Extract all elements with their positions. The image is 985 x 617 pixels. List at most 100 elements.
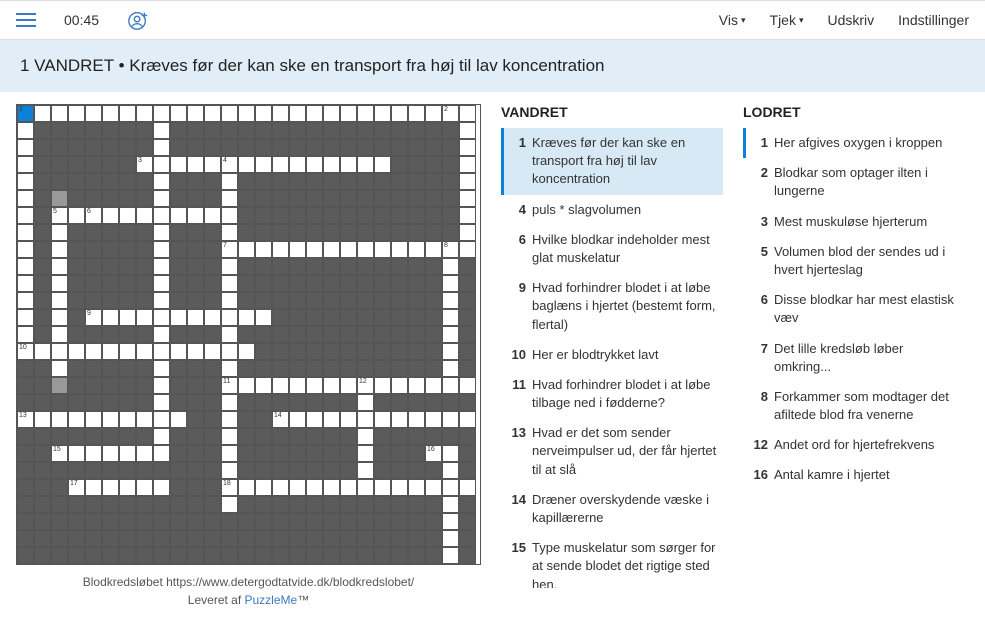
grid-cell[interactable] (272, 241, 289, 258)
grid-cell[interactable] (51, 275, 68, 292)
clue-item[interactable]: 11Hvad forhindrer blodet i at løbe tilba… (501, 370, 723, 418)
grid-cell[interactable]: 17 (68, 479, 85, 496)
grid-cell[interactable] (51, 292, 68, 309)
clue-item[interactable]: 16Antal kamre i hjertet (743, 460, 969, 490)
grid-cell[interactable] (272, 377, 289, 394)
grid-cell[interactable] (391, 377, 408, 394)
grid-cell[interactable] (391, 411, 408, 428)
grid-cell[interactable] (289, 105, 306, 122)
grid-cell[interactable] (459, 241, 476, 258)
grid-cell[interactable] (102, 105, 119, 122)
grid-cell[interactable] (408, 105, 425, 122)
clue-item[interactable]: 5Volumen blod der sendes ud i hvert hjer… (743, 237, 969, 285)
grid-cell[interactable] (204, 343, 221, 360)
grid-cell[interactable] (357, 394, 374, 411)
grid-cell[interactable] (102, 343, 119, 360)
grid-cell[interactable]: 2 (442, 105, 459, 122)
grid-cell[interactable] (136, 105, 153, 122)
grid-cell[interactable]: 14 (272, 411, 289, 428)
clue-item[interactable]: 12Andet ord for hjertefrekvens (743, 430, 969, 460)
grid-cell[interactable]: 16 (425, 445, 442, 462)
grid-cell[interactable]: 4 (221, 156, 238, 173)
grid-cell[interactable] (153, 190, 170, 207)
grid-cell[interactable] (204, 309, 221, 326)
grid-cell[interactable] (153, 326, 170, 343)
grid-cell[interactable] (442, 309, 459, 326)
grid-cell[interactable] (119, 105, 136, 122)
grid-cell[interactable] (153, 394, 170, 411)
grid-cell[interactable] (68, 105, 85, 122)
grid-cell[interactable] (170, 207, 187, 224)
grid-cell[interactable]: 6 (85, 207, 102, 224)
grid-cell[interactable] (102, 411, 119, 428)
grid-cell[interactable] (306, 241, 323, 258)
grid-cell[interactable] (17, 224, 34, 241)
grid-cell[interactable] (459, 207, 476, 224)
grid-cell[interactable] (136, 479, 153, 496)
grid-cell[interactable] (459, 190, 476, 207)
grid-cell[interactable] (357, 445, 374, 462)
menu-vis[interactable]: Vis▾ (719, 12, 746, 28)
grid-cell[interactable]: 10 (17, 343, 34, 360)
grid-cell[interactable] (391, 241, 408, 258)
grid-cell[interactable] (255, 377, 272, 394)
grid-cell[interactable] (187, 207, 204, 224)
grid-cell[interactable] (323, 156, 340, 173)
grid-cell[interactable]: 1 (17, 105, 34, 122)
grid-cell[interactable] (221, 275, 238, 292)
grid-cell[interactable] (34, 411, 51, 428)
grid-cell[interactable] (153, 479, 170, 496)
grid-cell[interactable] (170, 411, 187, 428)
grid-cell[interactable] (204, 207, 221, 224)
clue-item[interactable]: 6Hvilke blodkar indeholder mest glat mus… (501, 225, 723, 273)
grid-cell[interactable] (51, 343, 68, 360)
grid-cell[interactable] (119, 309, 136, 326)
grid-cell[interactable]: 15 (51, 445, 68, 462)
grid-cell[interactable] (442, 292, 459, 309)
grid-cell[interactable]: 12 (357, 377, 374, 394)
grid-cell[interactable]: 3 (136, 156, 153, 173)
grid-cell[interactable] (153, 241, 170, 258)
menu-icon[interactable] (16, 13, 36, 27)
grid-cell[interactable]: 7 (221, 241, 238, 258)
grid-cell[interactable] (119, 445, 136, 462)
grid-cell[interactable] (391, 105, 408, 122)
grid-cell[interactable] (272, 105, 289, 122)
grid-cell[interactable] (408, 241, 425, 258)
grid-cell[interactable] (68, 207, 85, 224)
clue-item[interactable]: 4puls * slagvolumen (501, 195, 723, 225)
grid-cell[interactable] (85, 105, 102, 122)
grid-cell[interactable] (306, 105, 323, 122)
grid-cell[interactable] (85, 479, 102, 496)
grid-cell[interactable] (255, 309, 272, 326)
clue-item[interactable]: 3Mest muskuløse hjerterum (743, 207, 969, 237)
grid-cell[interactable] (153, 428, 170, 445)
grid-cell[interactable] (289, 479, 306, 496)
grid-cell[interactable] (340, 105, 357, 122)
grid-cell[interactable]: 5 (51, 207, 68, 224)
grid-cell[interactable] (17, 326, 34, 343)
grid-cell[interactable] (425, 241, 442, 258)
grid-cell[interactable] (136, 445, 153, 462)
grid-cell[interactable] (187, 105, 204, 122)
grid-cell[interactable] (306, 479, 323, 496)
grid-cell[interactable] (17, 156, 34, 173)
grid-cell[interactable] (136, 309, 153, 326)
grid-cell[interactable] (238, 241, 255, 258)
grid-cell[interactable] (51, 411, 68, 428)
grid-cell[interactable]: 11 (221, 377, 238, 394)
grid-cell[interactable] (459, 411, 476, 428)
grid-cell[interactable] (51, 190, 68, 207)
grid-cell[interactable]: 9 (85, 309, 102, 326)
grid-cell[interactable] (340, 411, 357, 428)
grid-cell[interactable] (51, 241, 68, 258)
clue-item[interactable]: 6Disse blodkar har mest elastisk væv (743, 285, 969, 333)
grid-cell[interactable] (323, 479, 340, 496)
grid-cell[interactable] (153, 445, 170, 462)
grid-cell[interactable] (442, 513, 459, 530)
grid-cell[interactable]: 13 (17, 411, 34, 428)
clue-item[interactable]: 13Hvad er det som sender nerveimpulser u… (501, 418, 723, 485)
grid-cell[interactable] (34, 105, 51, 122)
grid-cell[interactable] (51, 377, 68, 394)
menu-tjek[interactable]: Tjek▾ (770, 12, 804, 28)
